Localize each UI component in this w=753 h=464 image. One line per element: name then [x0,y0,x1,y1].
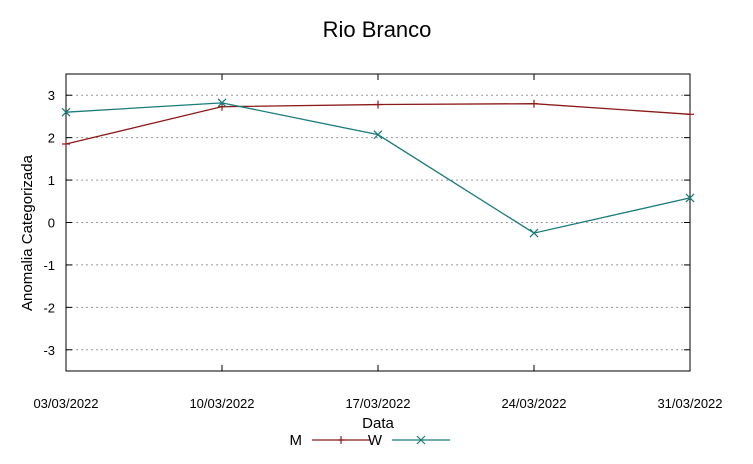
legend-marker-w [416,435,426,445]
series-layer [61,98,695,238]
x-tick-label: 17/03/2022 [345,396,410,411]
data-point-m [62,140,70,149]
data-point-m [530,99,538,108]
x-tick-label: 31/03/2022 [657,396,722,411]
x-tick-label: 10/03/2022 [189,396,254,411]
data-point-m [374,100,382,109]
chart-title: Rio Branco [323,17,432,42]
data-point-w [529,228,539,238]
legend-label-w: W [368,432,383,449]
x-tick-label: 24/03/2022 [501,396,566,411]
y-tick-label: 0 [48,216,55,231]
x-tick-label: 03/03/2022 [33,396,98,411]
x-axis-label: Data [362,415,394,432]
data-point-w [685,193,695,203]
data-point-m [218,102,226,111]
y-tick-label: -2 [43,300,55,315]
data-point-w [217,98,227,108]
grid-layer [66,94,690,351]
data-point-w [373,130,383,140]
legend-marker-m [337,436,345,444]
y-axis: 3 2 1 0 -1 -2 -3 [43,88,690,358]
y-tick-label: -3 [43,343,55,358]
y-tick-label: 3 [48,88,55,103]
y-tick-label: -1 [43,258,55,273]
data-point-m [686,110,694,119]
x-axis: 03/03/2022 10/03/2022 17/03/2022 24/03/2022… [33,74,723,411]
y-tick-label: 1 [48,173,55,188]
y-tick-label: 2 [48,131,55,146]
series-line-w [65,102,691,234]
data-point-w [61,107,71,117]
legend-label-m: M [290,432,303,449]
y-axis-label: Anomalia Categorizada [19,154,36,311]
